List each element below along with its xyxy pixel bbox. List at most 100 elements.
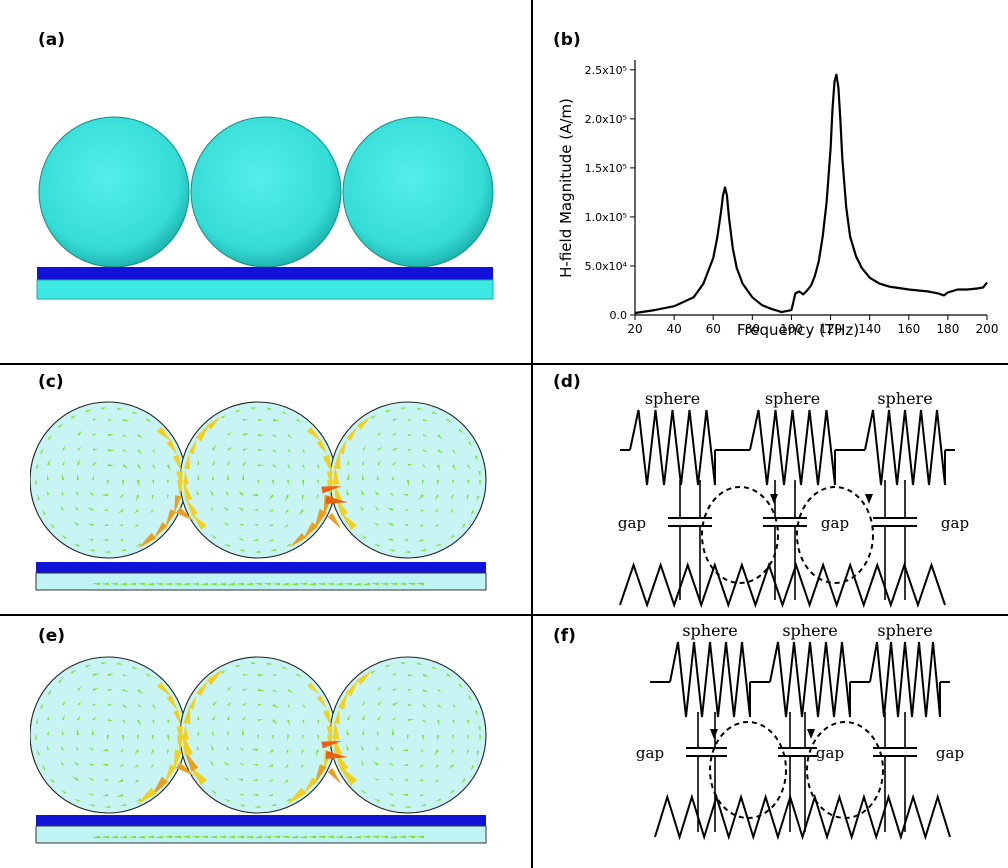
field-arrow [156, 682, 172, 697]
field-arrow [164, 764, 177, 784]
field-arrow [317, 479, 319, 485]
field-arrow [434, 509, 439, 513]
field-arrow [153, 522, 168, 539]
field-arrow [210, 744, 215, 751]
field-arrow [284, 509, 289, 516]
field-arrow [317, 464, 320, 470]
field-arrow [132, 666, 139, 670]
field-arrow [133, 509, 139, 515]
field-arrow [476, 495, 480, 502]
field-arrow [298, 509, 304, 516]
field-arrow [238, 761, 244, 766]
field-arrow [211, 444, 217, 451]
field-arrow [272, 434, 278, 438]
field-arrow [478, 480, 482, 486]
field-arrow [474, 710, 478, 717]
field-arrow [362, 582, 371, 586]
field-arrow [296, 673, 302, 678]
field-arrow [150, 764, 154, 769]
field-arrow [107, 719, 114, 721]
field-arrow [301, 479, 305, 487]
field-arrow [206, 416, 221, 430]
field-arrow [257, 734, 259, 740]
field-arrow [92, 687, 100, 692]
field-arrow [137, 434, 143, 439]
field-arrow [313, 508, 327, 531]
field-arrow [345, 679, 359, 697]
field-arrow [242, 715, 247, 721]
field-arrow [360, 789, 367, 795]
field-arrow [251, 493, 259, 497]
field-arrow [422, 434, 428, 437]
field-substrate-dielectric [35, 825, 487, 844]
field-arrow [73, 798, 80, 803]
field-arrow [70, 669, 77, 674]
field-arrow [47, 434, 52, 441]
field-arrow [103, 509, 109, 511]
field-arrow [321, 486, 342, 494]
field-arrow [458, 428, 464, 434]
field-arrow [196, 489, 200, 496]
field-arrow [317, 582, 326, 586]
field-arrow [373, 778, 379, 781]
field-arrow [272, 464, 278, 469]
field-arrow [238, 804, 245, 807]
y-tick-label: 1.0x10⁵ [585, 211, 627, 224]
sphere-3 [342, 116, 494, 268]
panel-label-e: (e) [38, 626, 66, 646]
field-arrow [326, 582, 335, 586]
field-arrow [132, 411, 139, 415]
field-arrow [227, 431, 232, 436]
field-arrow [238, 549, 245, 552]
field-arrow [85, 664, 92, 668]
field-arrow [360, 534, 367, 540]
field-arrow [418, 764, 424, 768]
field-arrow [380, 582, 389, 586]
field-arrow [451, 464, 456, 472]
field-arrow [389, 745, 394, 751]
field-substrate-metal [36, 815, 486, 826]
field-arrow [242, 702, 248, 706]
field-arrow [122, 688, 129, 693]
field-arrow [392, 474, 394, 481]
field-arrow [122, 418, 130, 422]
field-arrow [173, 749, 182, 772]
field-arrow [267, 794, 274, 797]
substrate-inductor [619, 561, 946, 609]
panel-e-field-figure [30, 656, 487, 844]
field-arrow [461, 778, 466, 784]
field-arrow [227, 686, 232, 691]
field-arrow [47, 744, 49, 751]
field-arrow [137, 835, 146, 839]
field-arrow [237, 537, 244, 541]
field-arrow [103, 779, 109, 781]
field-arrow [236, 582, 245, 586]
field-arrow [118, 524, 124, 526]
field-arrow [407, 704, 413, 706]
field-arrow [344, 582, 353, 586]
field-arrow [35, 733, 38, 740]
substrate-dielectric-layer [36, 279, 494, 300]
sphere-inductor [864, 409, 946, 486]
field-arrow [272, 835, 281, 839]
x-tick-label: 20 [627, 322, 642, 336]
field-arrow [195, 423, 210, 442]
field-arrow [173, 582, 182, 586]
field-arrow [253, 524, 259, 526]
field-arrow [251, 407, 258, 410]
field-arrow [103, 524, 109, 526]
field-arrow [107, 673, 115, 677]
field-arrow [225, 490, 229, 496]
field-arrow [87, 507, 94, 512]
field-arrow [287, 719, 291, 726]
field-arrow [419, 509, 424, 512]
x-tick-label: 80 [745, 322, 760, 336]
field-arrow [281, 835, 290, 839]
field-arrow [212, 714, 216, 721]
field-arrow [316, 695, 327, 710]
field-arrow [62, 714, 65, 721]
field-arrow [88, 746, 94, 751]
field-arrow [272, 449, 277, 454]
field-arrow [422, 704, 428, 709]
field-arrow [361, 714, 365, 721]
